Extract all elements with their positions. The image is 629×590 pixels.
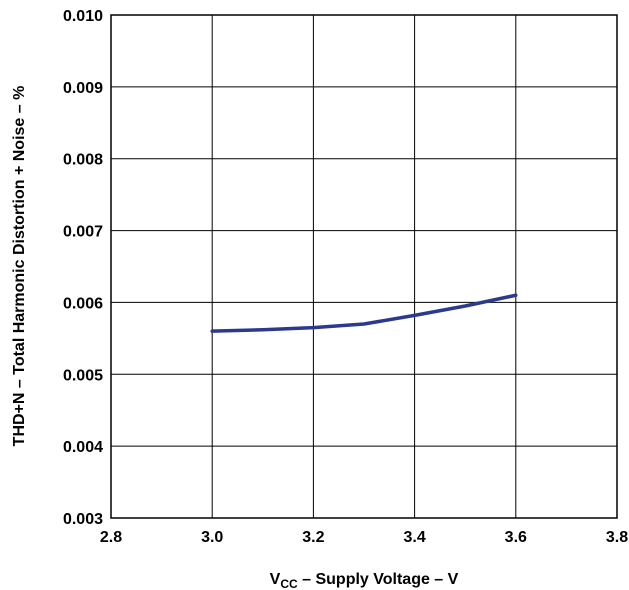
- x-tick-label: 3.8: [606, 529, 628, 546]
- x-tick-label: 3.4: [403, 529, 425, 546]
- x-tick-label: 3.0: [201, 529, 223, 546]
- x-axis-title: VCC – Supply Voltage – V: [270, 571, 459, 590]
- y-axis-title: THD+N – Total Harmonic Distortion + Nois…: [11, 86, 28, 447]
- series-line-0: [210, 293, 518, 333]
- y-tick-label: 0.009: [63, 80, 103, 97]
- grid-lines: [111, 15, 617, 518]
- y-tick-label: 0.008: [63, 152, 103, 169]
- y-tick-label: 0.006: [63, 295, 103, 312]
- y-tick-labels: 0.003 0.004 0.005 0.006 0.007 0.008 0.009 0.010: [63, 8, 103, 528]
- x-tick-label: 3.2: [302, 529, 324, 546]
- plot-area-frame: [110, 14, 618, 519]
- y-tick-label: 0.005: [63, 367, 103, 384]
- x-tick-labels: 2.8 3.0 3.2 3.4 3.6 3.8: [100, 529, 628, 546]
- series-layer: [210, 293, 518, 333]
- y-tick-label: 0.010: [63, 8, 103, 25]
- x-tick-label: 2.8: [100, 529, 122, 546]
- y-tick-label: 0.004: [63, 439, 103, 456]
- y-tick-label: 0.007: [63, 224, 103, 241]
- x-tick-label: 3.6: [505, 529, 527, 546]
- y-tick-label: 0.003: [63, 511, 103, 528]
